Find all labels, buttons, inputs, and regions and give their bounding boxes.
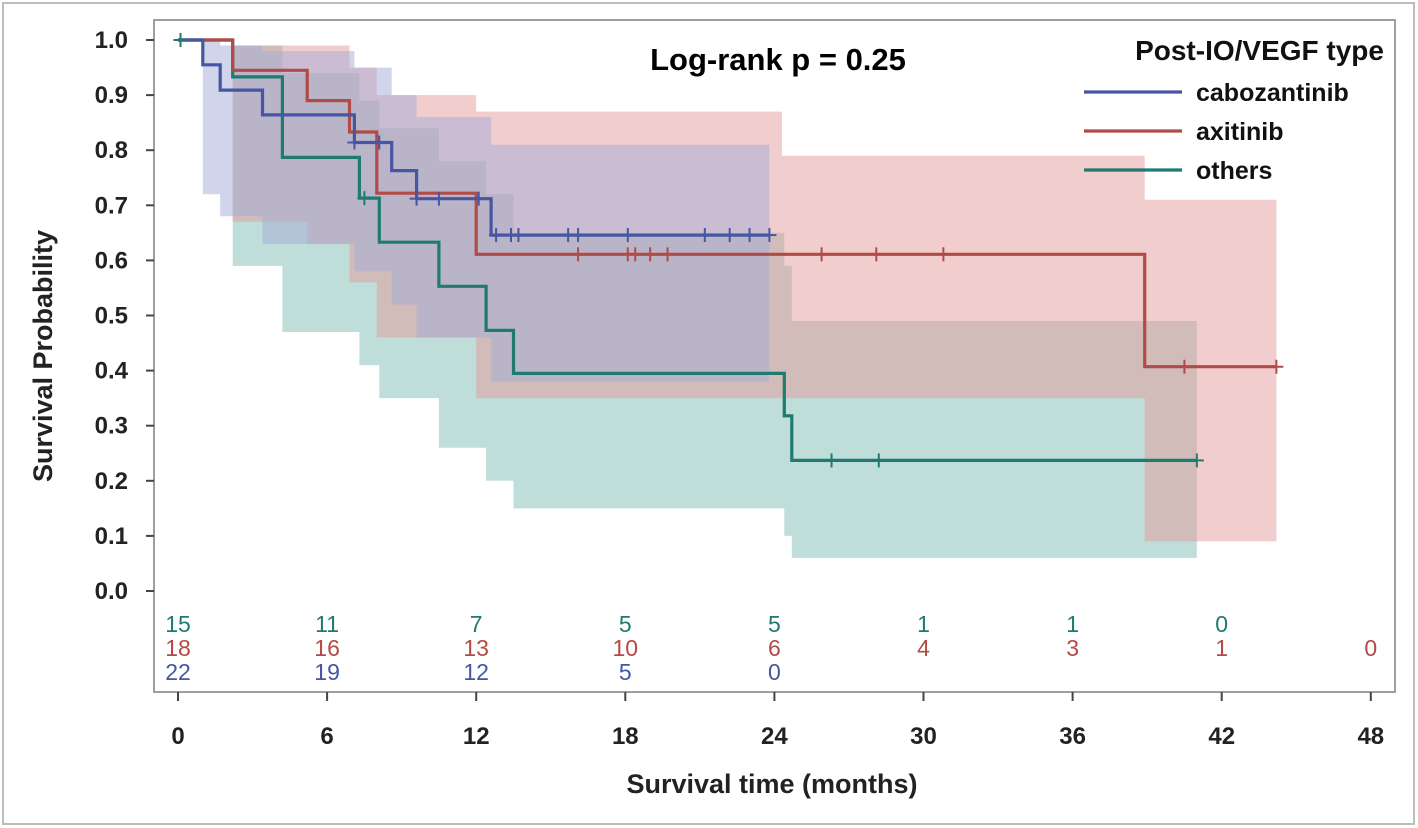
censor-mark-cabozantinib bbox=[347, 135, 362, 150]
censor-mark-cabozantinib bbox=[697, 228, 712, 243]
risk-count-cabozantinib: 5 bbox=[619, 659, 632, 685]
y-axis-title: Survival Probability bbox=[28, 230, 58, 482]
curve-axitinib bbox=[178, 38, 1277, 369]
legend-label-axitinib: axitinib bbox=[1196, 118, 1284, 146]
risk-table: 15 11 7 5 5 1 1 018 16 13 10 6 4 3 1 022 19 12 5 0 bbox=[165, 611, 1377, 685]
risk-count-others: 5 bbox=[768, 611, 781, 637]
risk-count-others: 1 bbox=[1066, 611, 1079, 637]
x-tick-label: 18 bbox=[612, 723, 639, 750]
risk-count-axitinib: 0 bbox=[1364, 635, 1377, 661]
censor-mark-axitinib bbox=[628, 247, 643, 262]
x-tick-label: 6 bbox=[320, 723, 333, 750]
risk-count-axitinib: 13 bbox=[463, 635, 489, 661]
x-tick-label: 12 bbox=[463, 723, 490, 750]
legend-title: Post-IO/VEGF type bbox=[1135, 35, 1384, 66]
censor-mark-axitinib bbox=[1269, 359, 1284, 374]
risk-count-others: 15 bbox=[165, 611, 191, 637]
censor-mark-axitinib bbox=[936, 247, 951, 262]
ci-band-cabozantinib bbox=[178, 40, 770, 382]
y-tick-label: 0.0 bbox=[95, 578, 128, 605]
censor-mark-cabozantinib bbox=[571, 228, 586, 243]
censor-mark-cabozantinib bbox=[511, 228, 526, 243]
curve-others bbox=[178, 38, 1197, 462]
legend: Post-IO/VEGF type cabozantinib axitinib ot… bbox=[1084, 35, 1384, 185]
censor-mark-cabozantinib bbox=[471, 191, 486, 206]
y-tick-label: 0.4 bbox=[95, 358, 129, 385]
x-tick-label: 48 bbox=[1357, 723, 1384, 750]
legend-label-cabozantinib: cabozantinib bbox=[1196, 79, 1349, 107]
censor-mark-cabozantinib bbox=[431, 191, 446, 206]
censor-mark-others bbox=[173, 33, 188, 47]
risk-count-cabozantinib: 12 bbox=[463, 659, 489, 685]
x-tick-label: 0 bbox=[171, 723, 184, 750]
x-tick-label: 24 bbox=[761, 723, 788, 750]
x-tick-label: 36 bbox=[1059, 723, 1086, 750]
risk-count-axitinib: 16 bbox=[314, 635, 340, 661]
risk-count-axitinib: 3 bbox=[1066, 635, 1079, 661]
y-tick-label: 0.1 bbox=[95, 523, 128, 550]
risk-count-cabozantinib: 19 bbox=[314, 659, 340, 685]
x-axis: 0 6 12 18 24 30 36 42 48 bbox=[171, 692, 1384, 750]
censor-mark-axitinib bbox=[660, 247, 675, 262]
censor-marks bbox=[173, 33, 1284, 468]
risk-count-others: 7 bbox=[470, 611, 483, 637]
y-tick-label: 0.8 bbox=[95, 137, 128, 164]
annotation-pvalue: Log-rank p = 0.25 bbox=[650, 42, 906, 77]
y-tick-label: 0.2 bbox=[95, 468, 128, 495]
censor-mark-cabozantinib bbox=[722, 228, 737, 243]
risk-count-axitinib: 18 bbox=[165, 635, 191, 661]
censor-mark-cabozantinib bbox=[762, 228, 777, 243]
risk-count-axitinib: 4 bbox=[917, 635, 930, 661]
censor-mark-cabozantinib bbox=[489, 228, 504, 243]
x-tick-label: 30 bbox=[910, 723, 937, 750]
risk-count-others: 0 bbox=[1215, 611, 1228, 637]
censor-mark-axitinib bbox=[814, 247, 829, 262]
censor-mark-cabozantinib bbox=[409, 191, 424, 206]
censor-mark-axitinib bbox=[571, 247, 586, 262]
censor-mark-others bbox=[1189, 453, 1204, 468]
x-axis-title: Survival time (months) bbox=[626, 769, 917, 799]
y-tick-label: 0.5 bbox=[95, 303, 128, 330]
confidence-bands bbox=[178, 40, 1277, 558]
censor-mark-cabozantinib bbox=[620, 228, 635, 243]
risk-count-others: 1 bbox=[917, 611, 930, 637]
x-tick-label: 42 bbox=[1208, 723, 1235, 750]
curve-cabozantinib bbox=[178, 38, 770, 237]
y-tick-label: 1.0 bbox=[95, 27, 128, 54]
y-tick-label: 0.3 bbox=[95, 413, 128, 440]
censor-mark-others bbox=[871, 453, 886, 468]
risk-count-cabozantinib: 0 bbox=[768, 659, 781, 685]
y-tick-label: 0.6 bbox=[95, 247, 128, 274]
y-axis: 0.0 0.1 0.2 0.3 0.4 0.5 0.6 0.7 0.8 0.9 1.0 bbox=[95, 27, 154, 605]
legend-label-others: others bbox=[1196, 157, 1272, 185]
risk-count-axitinib: 10 bbox=[613, 635, 639, 661]
censor-mark-axitinib bbox=[1177, 359, 1192, 374]
risk-count-cabozantinib: 22 bbox=[165, 659, 191, 685]
survival-curves bbox=[178, 38, 1277, 462]
censor-mark-others bbox=[824, 453, 839, 468]
y-tick-label: 0.9 bbox=[95, 82, 128, 109]
censor-mark-cabozantinib bbox=[372, 135, 387, 150]
risk-count-axitinib: 1 bbox=[1215, 635, 1228, 661]
censor-mark-cabozantinib bbox=[742, 228, 757, 243]
censor-mark-axitinib bbox=[869, 247, 884, 262]
risk-count-axitinib: 6 bbox=[768, 635, 781, 661]
risk-count-others: 5 bbox=[619, 611, 632, 637]
censor-mark-axitinib bbox=[643, 247, 658, 262]
risk-count-others: 11 bbox=[315, 611, 339, 637]
y-tick-label: 0.7 bbox=[95, 192, 128, 219]
censor-mark-others bbox=[357, 191, 372, 206]
